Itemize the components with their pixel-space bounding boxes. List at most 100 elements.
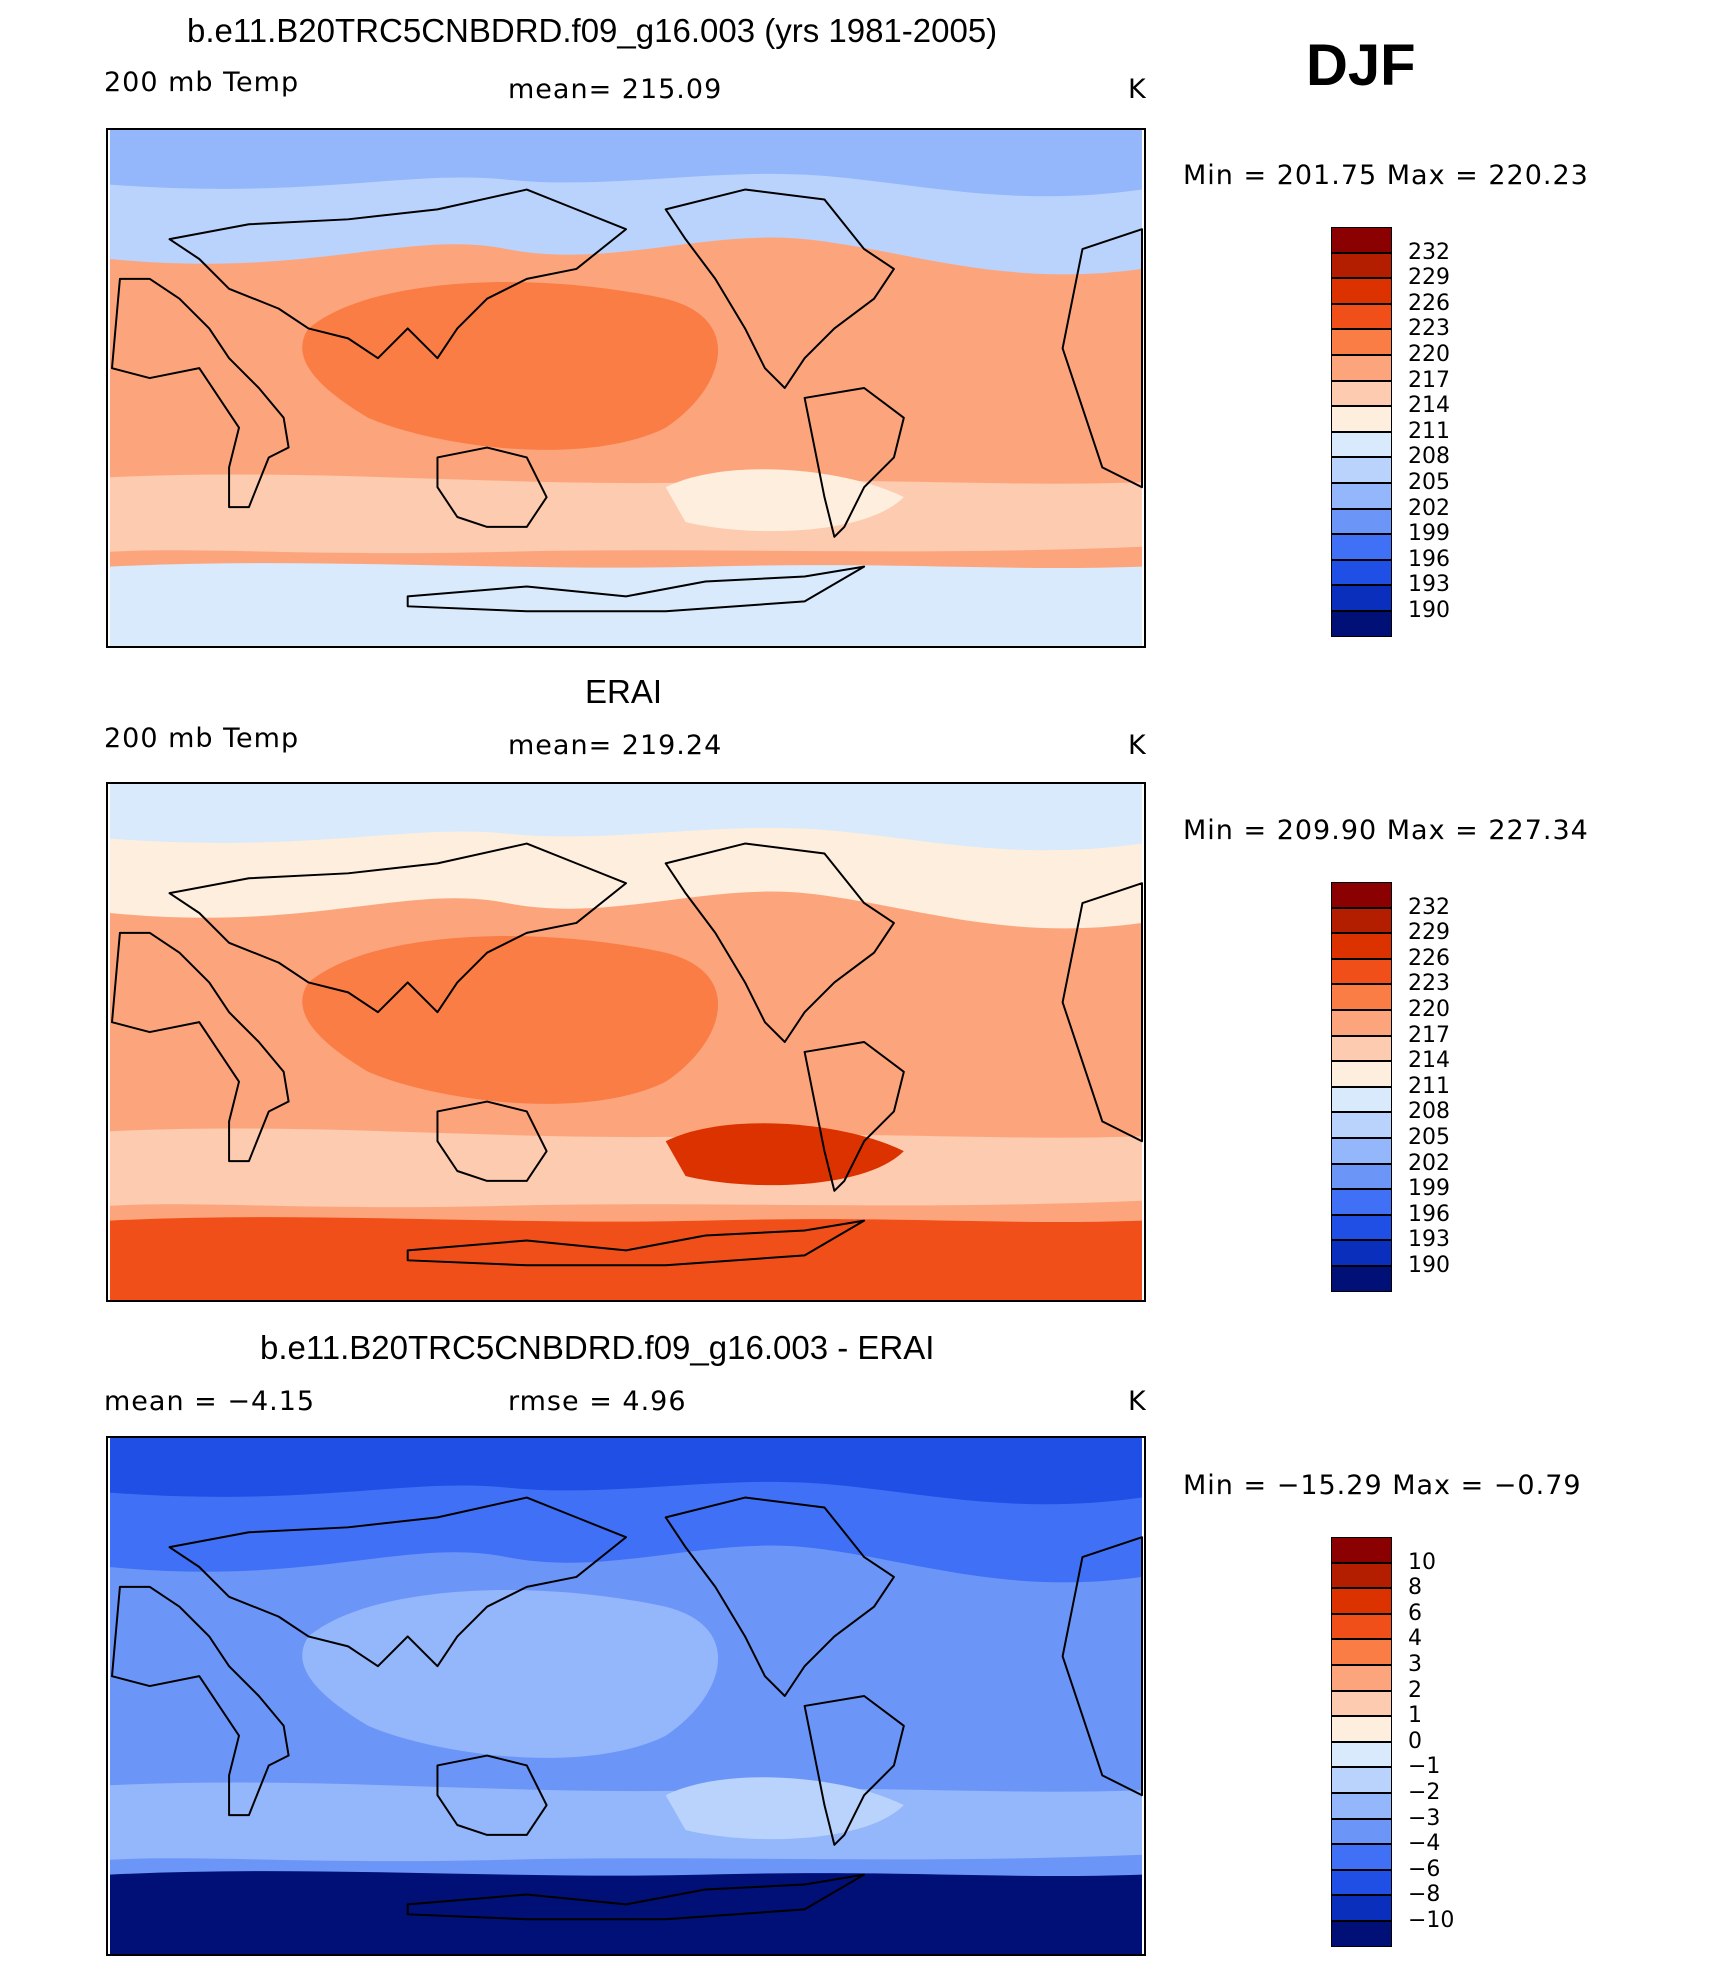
colorbar-tick-label: 217: [1408, 367, 1450, 393]
colorbar-swatch: [1331, 1921, 1392, 1947]
units-label: K: [1128, 730, 1147, 761]
colorbar-tick-label: 4: [1408, 1626, 1422, 1652]
colorbar-tick-label: 211: [1408, 1073, 1450, 1099]
colorbar-tick-label: −10: [1408, 1908, 1455, 1933]
rmse-label: rmse = 4.96: [508, 1386, 687, 1417]
colorbar-swatch: [1331, 227, 1392, 253]
units-label: K: [1128, 1386, 1147, 1417]
colorbar-tick-label: 202: [1408, 495, 1450, 521]
colorbar-swatch: [1331, 1214, 1392, 1241]
field-polar-south: [110, 1871, 1142, 1954]
colorbar-tick-label: 232: [1408, 239, 1450, 265]
coastline-3: [664, 842, 895, 1043]
field-polar-north: [110, 1438, 1142, 1505]
left-label: mean = −4.15: [104, 1386, 316, 1417]
colorbar-tick-label: 6: [1408, 1600, 1422, 1626]
coastline-6: [406, 1219, 866, 1267]
mean-label: mean= 219.24: [508, 730, 723, 761]
colorbar-tick-label: −4: [1408, 1831, 1441, 1857]
colorbar: [1331, 882, 1392, 1292]
coastline-2: [436, 1754, 548, 1836]
mean-label: mean= 215.09: [508, 74, 723, 105]
colorbar-swatch: [1331, 355, 1392, 381]
colorbar-swatch: [1331, 1537, 1392, 1563]
colorbar-tick-label: 226: [1408, 290, 1450, 316]
coastline-1: [168, 842, 627, 1014]
coastline-5: [1061, 882, 1143, 1143]
field-secondary-patch: [665, 1777, 904, 1840]
colorbar-tick-label: 226: [1408, 945, 1450, 971]
colorbar-swatch: [1331, 1665, 1392, 1691]
field-subtropic-band: [110, 1128, 1142, 1208]
colorbar-swatch: [1331, 329, 1392, 355]
colorbar-tick-label: 202: [1408, 1150, 1450, 1176]
colorbar-swatch: [1331, 1035, 1392, 1062]
minmax-label: Min = 201.75 Max = 220.23: [1183, 160, 1589, 191]
colorbar-tick-label: 205: [1408, 1125, 1450, 1150]
colorbar-swatch: [1331, 1163, 1392, 1190]
colorbar-tick-label: 199: [1408, 521, 1450, 547]
coastline-2: [436, 1100, 548, 1182]
colorbar-tick-label: 208: [1408, 444, 1450, 470]
colorbar-swatch: [1331, 1767, 1392, 1793]
colorbar-swatch: [1331, 1240, 1392, 1266]
colorbar-tick-label: 211: [1408, 418, 1450, 444]
field-secondary-patch: [665, 469, 904, 532]
colorbar-swatch: [1331, 1061, 1392, 1087]
field-subtropic-band: [110, 474, 1142, 554]
colorbar-tick-label: 205: [1408, 470, 1450, 495]
colorbar-swatch: [1331, 1189, 1392, 1215]
minmax-label: Min = −15.29 Max = −0.79: [1183, 1470, 1582, 1501]
field-warm-core: [302, 281, 719, 450]
colorbar-tick-label: 223: [1408, 971, 1450, 997]
colorbar-swatch: [1331, 958, 1392, 985]
colorbar: [1331, 227, 1392, 637]
colorbar-tick-label: 3: [1408, 1652, 1422, 1677]
coastline-0: [110, 277, 290, 509]
colorbar-tick-label: −8: [1408, 1882, 1441, 1908]
panel-title: b.e11.B20TRC5CNBDRD.f09_g16.003 (yrs 198…: [187, 12, 998, 49]
field-secondary-patch: [665, 1123, 904, 1186]
colorbar-tick-label: 196: [1408, 1201, 1450, 1227]
left-label: 200 mb Temp: [104, 723, 300, 754]
coastline-0: [110, 1585, 290, 1817]
coastline-5: [1061, 1536, 1143, 1797]
field-warm-core: [302, 935, 719, 1104]
colorbar-tick-label: 217: [1408, 1022, 1450, 1048]
colorbar-tick-label: 190: [1408, 1253, 1450, 1278]
colorbar-swatch: [1331, 1844, 1392, 1870]
map-frame: [106, 782, 1146, 1302]
colorbar-swatch: [1331, 585, 1392, 611]
colorbar-swatch: [1331, 1741, 1392, 1768]
minmax-label: Min = 209.90 Max = 227.34: [1183, 815, 1589, 846]
coastline-0: [110, 931, 290, 1163]
colorbar-tick-label: 193: [1408, 572, 1450, 598]
coastline-6: [406, 1873, 866, 1921]
colorbar-swatch: [1331, 508, 1392, 535]
coastline-1: [168, 1496, 627, 1668]
colorbar-tick-label: 220: [1408, 342, 1450, 367]
units-label: K: [1128, 74, 1147, 105]
colorbar-tick-label: −1: [1408, 1754, 1441, 1780]
coastline-1: [168, 188, 627, 360]
colorbar-tick-label: 199: [1408, 1176, 1450, 1202]
field-polar-south: [110, 1217, 1142, 1300]
colorbar-tick-label: 223: [1408, 316, 1450, 342]
coastline-4: [803, 1041, 905, 1192]
map-frame: [106, 128, 1146, 648]
colorbar-tick-label: 229: [1408, 920, 1450, 946]
season-label: DJF: [1306, 33, 1416, 98]
field-subtropic-band: [110, 1782, 1142, 1862]
colorbar-swatch: [1331, 933, 1392, 959]
colorbar-tick-label: 229: [1408, 265, 1450, 291]
coastline-4: [803, 1695, 905, 1846]
colorbar-swatch: [1331, 1793, 1392, 1819]
colorbar-swatch: [1331, 559, 1392, 586]
colorbar-swatch: [1331, 882, 1392, 908]
coastline-4: [803, 387, 905, 538]
coastline-3: [664, 188, 895, 389]
colorbar-tick-label: 220: [1408, 997, 1450, 1022]
colorbar-swatch: [1331, 1690, 1392, 1717]
colorbar-swatch: [1331, 984, 1392, 1010]
colorbar-swatch: [1331, 278, 1392, 304]
